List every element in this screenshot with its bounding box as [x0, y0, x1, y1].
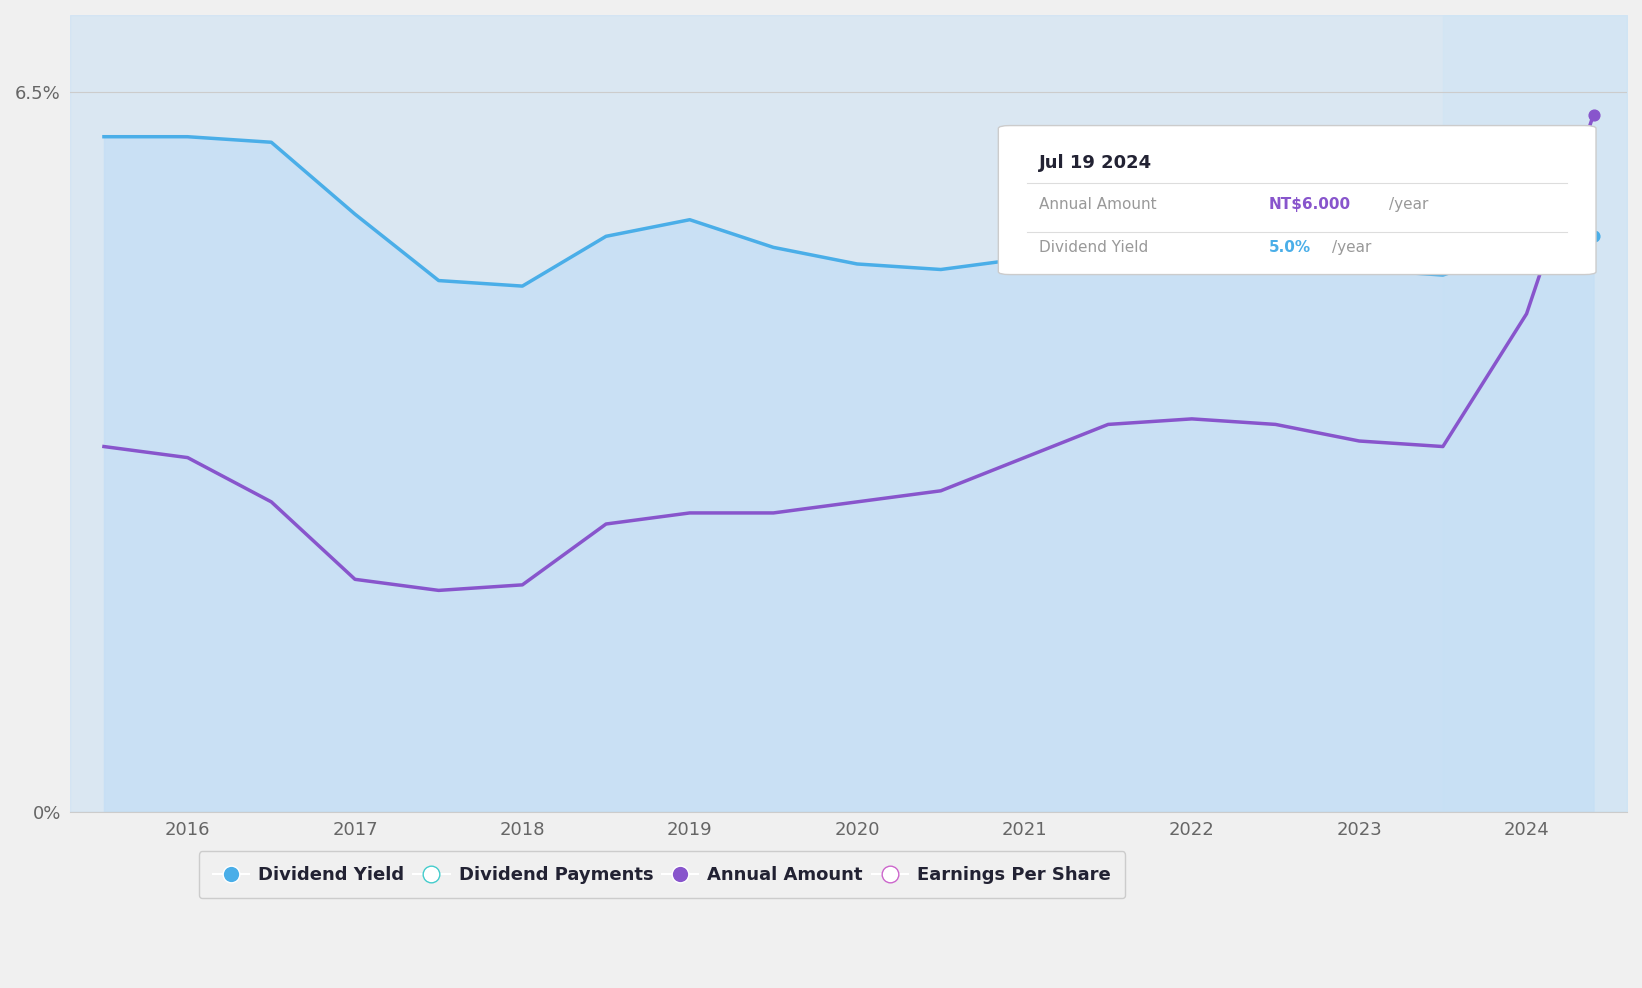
Point: [1580, 228, 1606, 244]
Text: NT$6.000: NT$6.000: [1269, 198, 1351, 212]
Text: /year: /year: [1389, 198, 1429, 212]
Text: Annual Amount: Annual Amount: [1038, 198, 1156, 212]
Text: 5.0%: 5.0%: [1269, 240, 1310, 255]
Legend: Dividend Yield, Dividend Payments, Annual Amount, Earnings Per Share: Dividend Yield, Dividend Payments, Annua…: [199, 852, 1125, 898]
Text: /year: /year: [1332, 240, 1371, 255]
Text: Jul 19 2024: Jul 19 2024: [1038, 154, 1151, 172]
Point: [1580, 107, 1606, 123]
Text: Past: Past: [1452, 148, 1489, 166]
Text: Dividend Yield: Dividend Yield: [1038, 240, 1148, 255]
FancyBboxPatch shape: [998, 125, 1596, 275]
